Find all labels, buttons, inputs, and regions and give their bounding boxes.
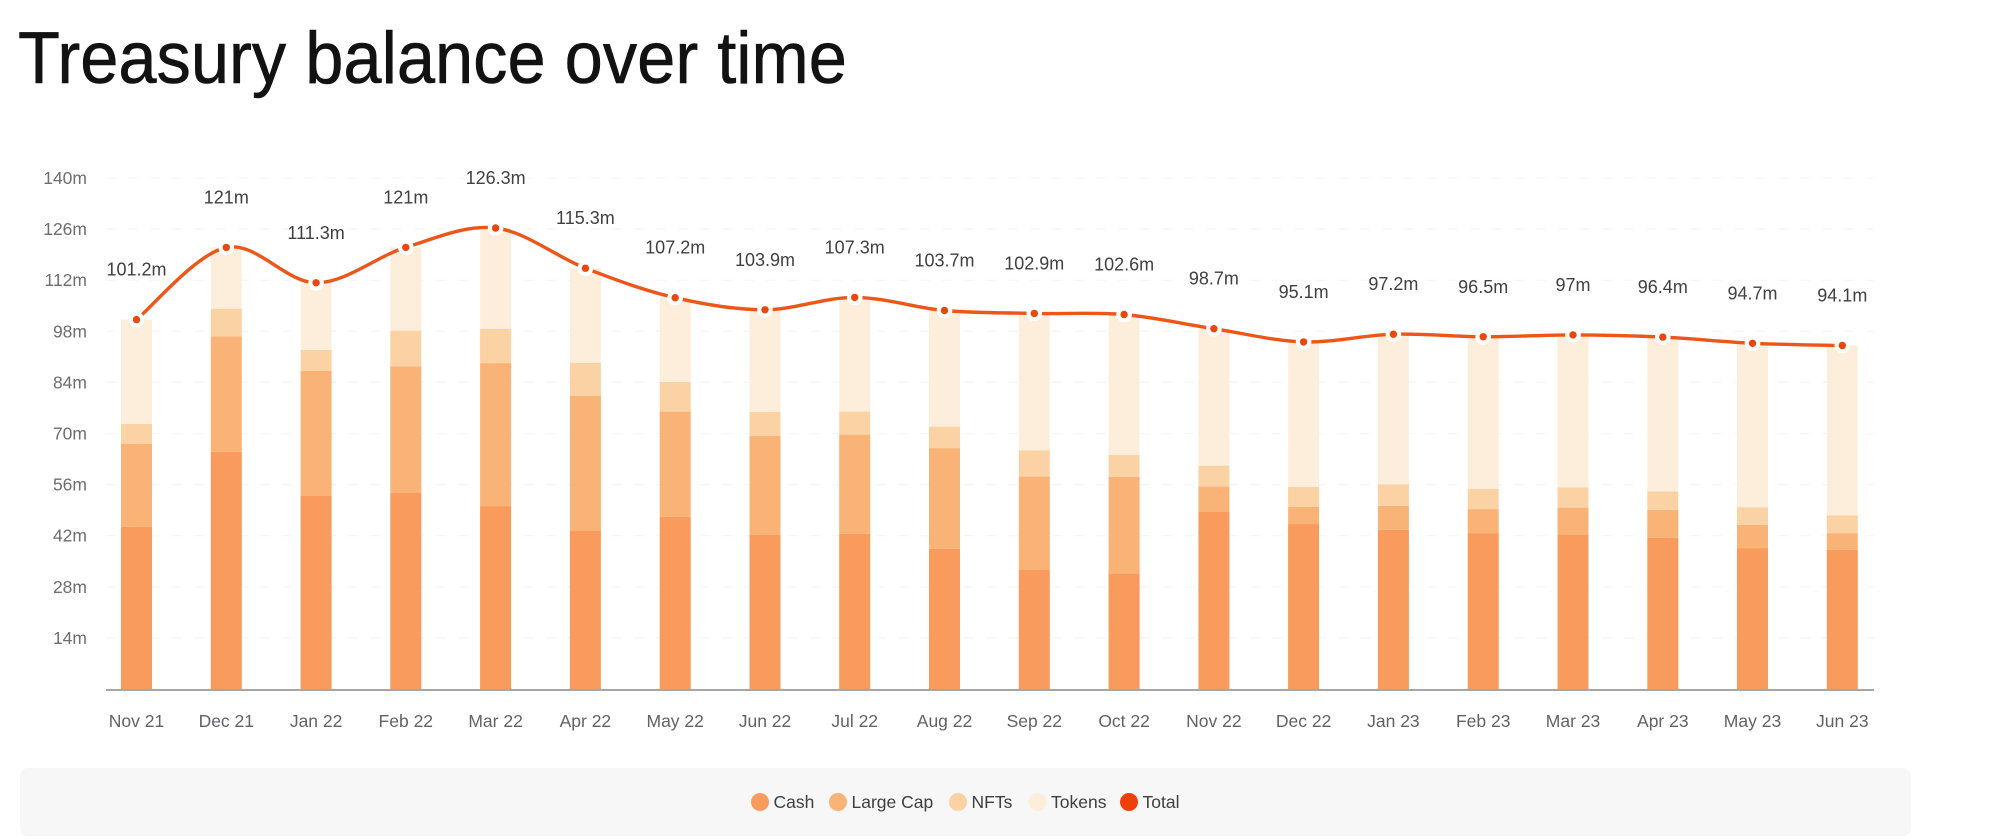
svg-text:Apr 23: Apr 23: [1637, 711, 1689, 731]
svg-text:107.2m: 107.2m: [645, 238, 705, 258]
svg-text:98.7m: 98.7m: [1189, 269, 1239, 289]
svg-text:97m: 97m: [1555, 275, 1590, 295]
svg-text:NFTs: NFTs: [972, 792, 1013, 812]
svg-text:126.3m: 126.3m: [466, 168, 526, 188]
svg-text:56m: 56m: [53, 475, 87, 495]
svg-text:Feb 23: Feb 23: [1456, 711, 1510, 731]
svg-text:Aug 22: Aug 22: [917, 711, 972, 731]
svg-text:Large Cap: Large Cap: [852, 792, 934, 812]
svg-text:Total: Total: [1143, 792, 1180, 812]
svg-text:96.4m: 96.4m: [1638, 277, 1688, 297]
svg-text:126m: 126m: [43, 219, 87, 239]
svg-text:103.9m: 103.9m: [735, 250, 795, 270]
svg-text:94.7m: 94.7m: [1727, 283, 1777, 303]
svg-text:115.3m: 115.3m: [556, 208, 615, 228]
svg-text:Mar 22: Mar 22: [468, 711, 522, 731]
svg-text:Tokens: Tokens: [1051, 792, 1107, 812]
svg-text:84m: 84m: [53, 372, 87, 392]
svg-text:98m: 98m: [53, 321, 87, 341]
svg-text:Jun 23: Jun 23: [1816, 711, 1869, 731]
svg-text:May 23: May 23: [1724, 711, 1781, 731]
svg-text:Mar 23: Mar 23: [1546, 711, 1600, 731]
svg-text:111.3m: 111.3m: [287, 223, 344, 243]
svg-text:96.5m: 96.5m: [1458, 277, 1508, 297]
svg-text:Dec 22: Dec 22: [1276, 711, 1331, 731]
svg-text:Dec 21: Dec 21: [199, 711, 254, 731]
svg-text:121m: 121m: [204, 187, 249, 207]
svg-text:70m: 70m: [53, 424, 87, 444]
svg-text:Apr 22: Apr 22: [560, 711, 612, 731]
svg-text:102.6m: 102.6m: [1094, 255, 1154, 275]
svg-text:Nov 21: Nov 21: [109, 711, 164, 731]
svg-text:Sep 22: Sep 22: [1007, 711, 1062, 731]
svg-text:Jan 23: Jan 23: [1367, 711, 1420, 731]
svg-text:Feb 22: Feb 22: [379, 711, 433, 731]
svg-text:Cash: Cash: [774, 792, 815, 812]
svg-text:42m: 42m: [53, 526, 87, 546]
svg-text:Jan 22: Jan 22: [290, 711, 343, 731]
svg-text:97.2m: 97.2m: [1368, 274, 1418, 294]
svg-text:May 22: May 22: [647, 711, 704, 731]
svg-text:Nov 22: Nov 22: [1186, 711, 1241, 731]
svg-text:140m: 140m: [43, 168, 87, 188]
svg-text:95.1m: 95.1m: [1279, 282, 1329, 302]
svg-text:102.9m: 102.9m: [1004, 253, 1064, 273]
svg-text:112m: 112m: [45, 270, 87, 290]
svg-text:Oct 22: Oct 22: [1098, 711, 1150, 731]
svg-text:94.1m: 94.1m: [1817, 286, 1867, 306]
svg-text:121m: 121m: [383, 187, 428, 207]
svg-text:103.7m: 103.7m: [914, 251, 974, 271]
svg-text:101.2m: 101.2m: [106, 260, 166, 280]
svg-text:28m: 28m: [53, 577, 87, 597]
svg-text:14m: 14m: [53, 628, 87, 648]
svg-text:Jun 22: Jun 22: [739, 711, 792, 731]
svg-text:107.3m: 107.3m: [825, 237, 885, 257]
svg-text:Jul 22: Jul 22: [831, 711, 878, 731]
